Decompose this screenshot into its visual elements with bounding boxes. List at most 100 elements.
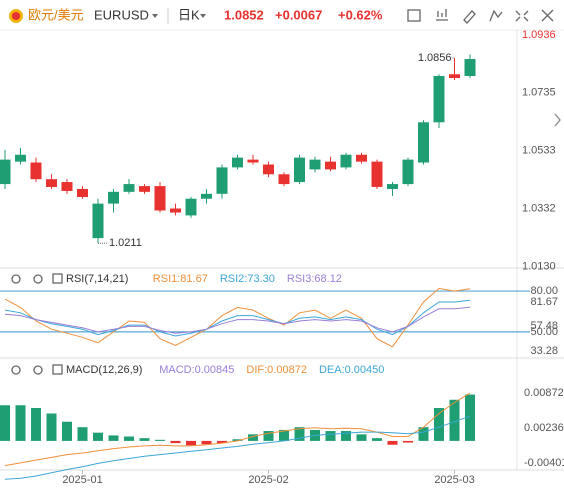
- dropdown-icon[interactable]: [200, 14, 206, 18]
- macd-bar: [232, 439, 243, 441]
- candle-body: [278, 174, 290, 185]
- y-tick-label: 0.00236: [524, 422, 564, 434]
- y-tick-label: 0.00872: [524, 387, 564, 399]
- candle-body: [356, 154, 367, 162]
- flag-icon-inner: [12, 12, 20, 20]
- tool-button[interactable]: [489, 9, 503, 22]
- candle-body: [449, 74, 460, 79]
- tool-button[interactable]: [463, 10, 476, 24]
- macd-bar: [93, 432, 103, 441]
- legend-entry: RSI2:73.30: [220, 273, 275, 285]
- candle-body: [294, 157, 305, 183]
- candle-body: [201, 193, 212, 199]
- price-change: +0.0067: [275, 7, 322, 22]
- macd-line: [4, 392, 471, 467]
- macd-bar: [356, 434, 367, 441]
- symbol-code[interactable]: EURUSD: [94, 7, 149, 22]
- y-tick-label: 1.0533: [522, 145, 556, 157]
- candle-body: [154, 186, 166, 211]
- macd-bar: [325, 431, 336, 441]
- macd-bar: [418, 427, 429, 441]
- candle-body: [325, 161, 336, 170]
- rsi-line: [4, 306, 471, 334]
- candle-body: [0, 159, 11, 185]
- tool-button[interactable]: [515, 10, 529, 22]
- y-tick-label: 1.0332: [522, 202, 556, 214]
- macd-bar: [263, 431, 274, 441]
- expand-icon[interactable]: [52, 364, 63, 375]
- rsi-line: [4, 299, 471, 337]
- candle-body: [247, 159, 259, 163]
- axis-label: 81.67: [530, 296, 558, 308]
- y-tick-label: 80.00: [530, 285, 558, 297]
- macd-bar: [124, 436, 134, 441]
- macd-bar: [248, 434, 258, 441]
- y-tick-label: 1.0130: [522, 260, 556, 272]
- candle-body: [185, 198, 197, 216]
- macd-bar: [170, 440, 181, 444]
- settings-icon[interactable]: [33, 365, 43, 375]
- legend-entry: DIF:0.00872: [246, 364, 307, 376]
- macd-bar: [434, 407, 444, 441]
- y-tick-label: 1.0936: [522, 29, 556, 41]
- macd-bar: [155, 439, 165, 441]
- candle-body: [216, 167, 228, 194]
- macd-bar: [217, 440, 227, 444]
- candle-body: [77, 188, 88, 198]
- symbol-name[interactable]: 欧元/美元: [28, 7, 84, 22]
- x-tick-label: 2025-01: [62, 474, 102, 486]
- period[interactable]: 日K: [178, 7, 200, 22]
- legend-entry: RSI1:81.67: [153, 273, 208, 285]
- candle-body: [464, 59, 476, 76]
- low-label: 1.0211: [109, 237, 142, 249]
- macd-bar: [372, 438, 382, 441]
- macd-bar: [403, 440, 413, 443]
- legend-entry: MACD:0.00845: [159, 364, 234, 376]
- macd-bar: [449, 399, 460, 441]
- macd-bar: [201, 440, 212, 445]
- high-label: 1.0856: [418, 52, 452, 64]
- candle-body: [170, 208, 181, 213]
- y-tick-label: -0.00401: [524, 457, 564, 469]
- macd-bar: [46, 413, 57, 441]
- expand-button[interactable]: [554, 113, 561, 127]
- toolbar: [407, 9, 554, 24]
- macd-bar: [279, 429, 289, 441]
- candle-body: [232, 157, 243, 168]
- close-button[interactable]: [541, 9, 554, 22]
- tool-button[interactable]: [436, 9, 448, 21]
- x-tick-label: 2025-02: [248, 474, 288, 486]
- visibility-icon[interactable]: [11, 365, 21, 375]
- candle-body: [418, 122, 429, 163]
- visibility-icon[interactable]: [11, 274, 21, 284]
- candle-body: [46, 179, 57, 187]
- macd-bar: [139, 438, 150, 441]
- indicator-title: RSI(7,14,21): [66, 273, 128, 285]
- candle-body: [108, 191, 119, 204]
- macd-bar: [108, 435, 119, 441]
- candle-body: [371, 161, 383, 187]
- candle-body: [340, 154, 352, 168]
- legend-entry: RSI3:68.12: [287, 273, 342, 285]
- settings-icon[interactable]: [33, 274, 43, 284]
- dropdown-icon[interactable]: [152, 14, 158, 18]
- x-tick-label: 2025-03: [434, 474, 474, 486]
- macd-line: [4, 415, 471, 480]
- expand-icon[interactable]: [52, 273, 63, 284]
- macd-bar: [77, 427, 88, 441]
- rsi-line: [4, 287, 471, 348]
- macd-bar: [341, 431, 351, 441]
- indicator-title: MACD(12,26,9): [66, 364, 142, 376]
- macd-bar: [465, 394, 475, 441]
- macd-bar: [387, 440, 398, 445]
- y-tick-label: 1.0735: [522, 87, 556, 99]
- axis-label: 33.28: [530, 345, 558, 357]
- tool-button[interactable]: [407, 9, 421, 22]
- candle-body: [402, 159, 414, 185]
- macd-bar: [0, 405, 10, 441]
- macd-bar: [186, 440, 196, 446]
- macd-bar: [15, 405, 26, 441]
- macd-bar: [294, 427, 305, 441]
